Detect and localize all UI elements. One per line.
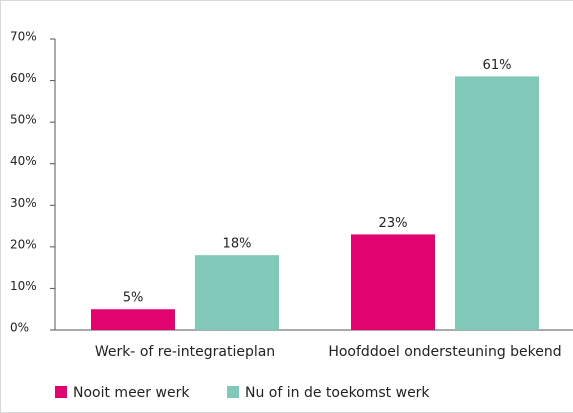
y-tick-label: 10% [10, 279, 37, 293]
bar [455, 76, 539, 331]
x-tick-label: Werk- of re-integratieplan [95, 344, 275, 360]
value-label: 18% [223, 237, 252, 252]
y-tick-label: 60% [10, 71, 37, 85]
legend-label: Nooit meer werk [73, 385, 190, 401]
bar [351, 234, 435, 330]
value-label: 61% [483, 58, 512, 73]
bar [195, 255, 279, 330]
y-tick-label: 50% [10, 113, 37, 127]
y-tick-label: 70% [10, 30, 37, 44]
y-tick-label: 20% [10, 237, 37, 251]
legend-swatch [55, 386, 67, 398]
bar [91, 309, 175, 330]
value-label: 5% [123, 291, 144, 306]
y-tick-label: 30% [10, 196, 37, 210]
legend-label: Nu of in de toekomst werk [245, 385, 430, 401]
value-label: 23% [379, 216, 408, 231]
x-tick-label: Hoofddoel ondersteuning bekend [328, 344, 561, 360]
y-tick-label: 0% [10, 321, 29, 335]
y-tick-label: 40% [10, 154, 37, 168]
legend-swatch [227, 386, 239, 398]
